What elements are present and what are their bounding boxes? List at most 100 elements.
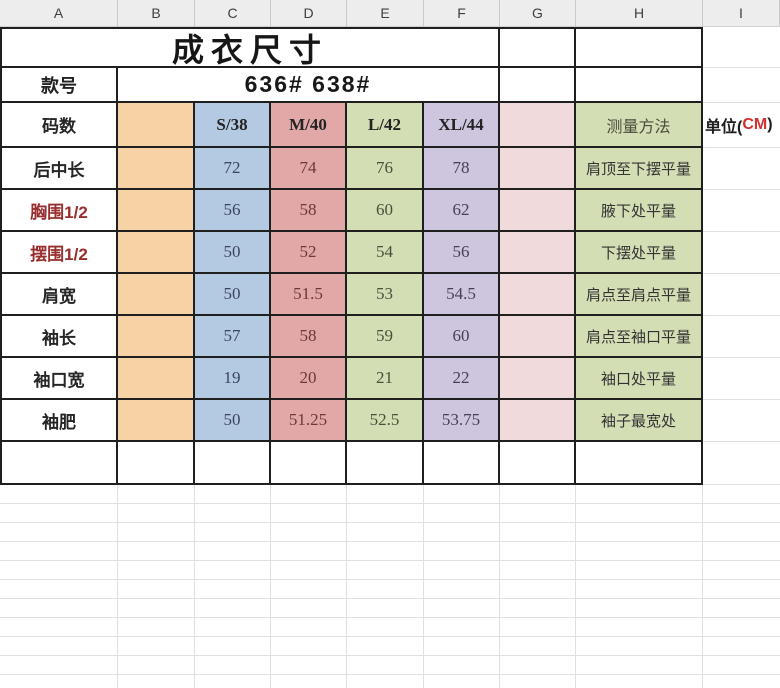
method-cell[interactable]: 下摆处平量 [576,232,703,274]
method-cell[interactable]: 肩点至肩点平量 [576,274,703,316]
column-header-c[interactable]: C [195,0,271,26]
style-number-value[interactable]: 636# 638# [118,68,500,103]
value-m[interactable]: 58 [271,190,347,232]
value-l[interactable]: 59 [347,316,424,358]
value-s[interactable]: 50 [195,400,271,442]
empty-cell-g1[interactable] [500,27,576,68]
value-m[interactable]: 51.5 [271,274,347,316]
empty-grid-area[interactable] [0,485,780,688]
value-xl[interactable]: 60 [424,316,500,358]
empty-cell[interactable] [500,400,576,442]
row-label[interactable]: 袖长 [0,316,118,358]
empty-cell[interactable] [118,148,195,190]
row-label[interactable]: 后中长 [0,148,118,190]
empty-cell[interactable] [500,232,576,274]
method-cell[interactable]: 袖子最宽处 [576,400,703,442]
column-header-g[interactable]: G [500,0,576,26]
column-header-i[interactable]: I [703,0,780,26]
column-header-a[interactable]: A [0,0,118,26]
empty-cell[interactable] [0,442,118,485]
size-header-s[interactable]: S/38 [195,103,271,148]
value-s[interactable]: 50 [195,232,271,274]
empty-cell-b3[interactable] [118,103,195,148]
empty-cell[interactable] [500,148,576,190]
column-header-h[interactable]: H [576,0,703,26]
row-label[interactable]: 肩宽 [0,274,118,316]
value-s[interactable]: 72 [195,148,271,190]
empty-cell[interactable] [118,442,195,485]
column-header-f[interactable]: F [424,0,500,26]
empty-cell[interactable] [703,400,780,442]
empty-cell[interactable] [424,442,500,485]
value-l[interactable]: 54 [347,232,424,274]
value-l[interactable]: 60 [347,190,424,232]
value-xl[interactable]: 22 [424,358,500,400]
empty-cell[interactable] [118,274,195,316]
empty-cell-h2[interactable] [576,68,703,103]
empty-cell[interactable] [703,274,780,316]
size-header-xl[interactable]: XL/44 [424,103,500,148]
empty-cell[interactable] [118,232,195,274]
value-m[interactable]: 51.25 [271,400,347,442]
empty-cell[interactable] [500,190,576,232]
empty-cell[interactable] [500,358,576,400]
size-header-l[interactable]: L/42 [347,103,424,148]
method-cell[interactable]: 腋下处平量 [576,190,703,232]
value-xl[interactable]: 56 [424,232,500,274]
row-label[interactable]: 胸围1/2 [0,190,118,232]
empty-cell[interactable] [271,442,347,485]
empty-cell[interactable] [703,316,780,358]
method-cell[interactable]: 袖口处平量 [576,358,703,400]
column-header-d[interactable]: D [271,0,347,26]
value-l[interactable]: 52.5 [347,400,424,442]
empty-cell[interactable] [118,400,195,442]
empty-cell[interactable] [195,442,271,485]
empty-cell[interactable] [703,232,780,274]
value-s[interactable]: 50 [195,274,271,316]
value-xl[interactable]: 54.5 [424,274,500,316]
empty-cell[interactable] [703,190,780,232]
empty-cell-g2[interactable] [500,68,576,103]
method-cell[interactable]: 肩点至袖口平量 [576,316,703,358]
value-m[interactable]: 74 [271,148,347,190]
value-xl[interactable]: 78 [424,148,500,190]
value-m[interactable]: 20 [271,358,347,400]
method-cell[interactable]: 肩顶至下摆平量 [576,148,703,190]
empty-cell-g3[interactable] [500,103,576,148]
empty-cell[interactable] [703,442,780,485]
column-header-e[interactable]: E [347,0,424,26]
row-label[interactable]: 袖肥 [0,400,118,442]
row-label[interactable]: 摆围1/2 [0,232,118,274]
sheet-title[interactable]: 成衣尺寸 [0,27,500,68]
empty-cell[interactable] [703,148,780,190]
value-m[interactable]: 58 [271,316,347,358]
value-xl[interactable]: 62 [424,190,500,232]
empty-cell[interactable] [500,442,576,485]
method-column-header[interactable]: 测量方法 [576,103,703,148]
empty-cell[interactable] [118,190,195,232]
empty-cell-i1[interactable] [703,27,780,68]
empty-cell[interactable] [347,442,424,485]
style-number-label[interactable]: 款号 [0,68,118,103]
value-l[interactable]: 53 [347,274,424,316]
value-xl[interactable]: 53.75 [424,400,500,442]
empty-cell[interactable] [576,442,703,485]
value-s[interactable]: 57 [195,316,271,358]
row-label[interactable]: 袖口宽 [0,358,118,400]
column-header-b[interactable]: B [118,0,195,26]
unit-cell[interactable]: 单位(CM) [703,103,780,148]
size-row-label[interactable]: 码数 [0,103,118,148]
value-l[interactable]: 21 [347,358,424,400]
empty-cell[interactable] [500,274,576,316]
empty-cell-h1[interactable] [576,27,703,68]
value-m[interactable]: 52 [271,232,347,274]
empty-cell[interactable] [500,316,576,358]
empty-cell-i2[interactable] [703,68,780,103]
empty-cell[interactable] [118,358,195,400]
empty-cell[interactable] [118,316,195,358]
value-s[interactable]: 56 [195,190,271,232]
value-s[interactable]: 19 [195,358,271,400]
empty-cell[interactable] [703,358,780,400]
value-l[interactable]: 76 [347,148,424,190]
size-header-m[interactable]: M/40 [271,103,347,148]
